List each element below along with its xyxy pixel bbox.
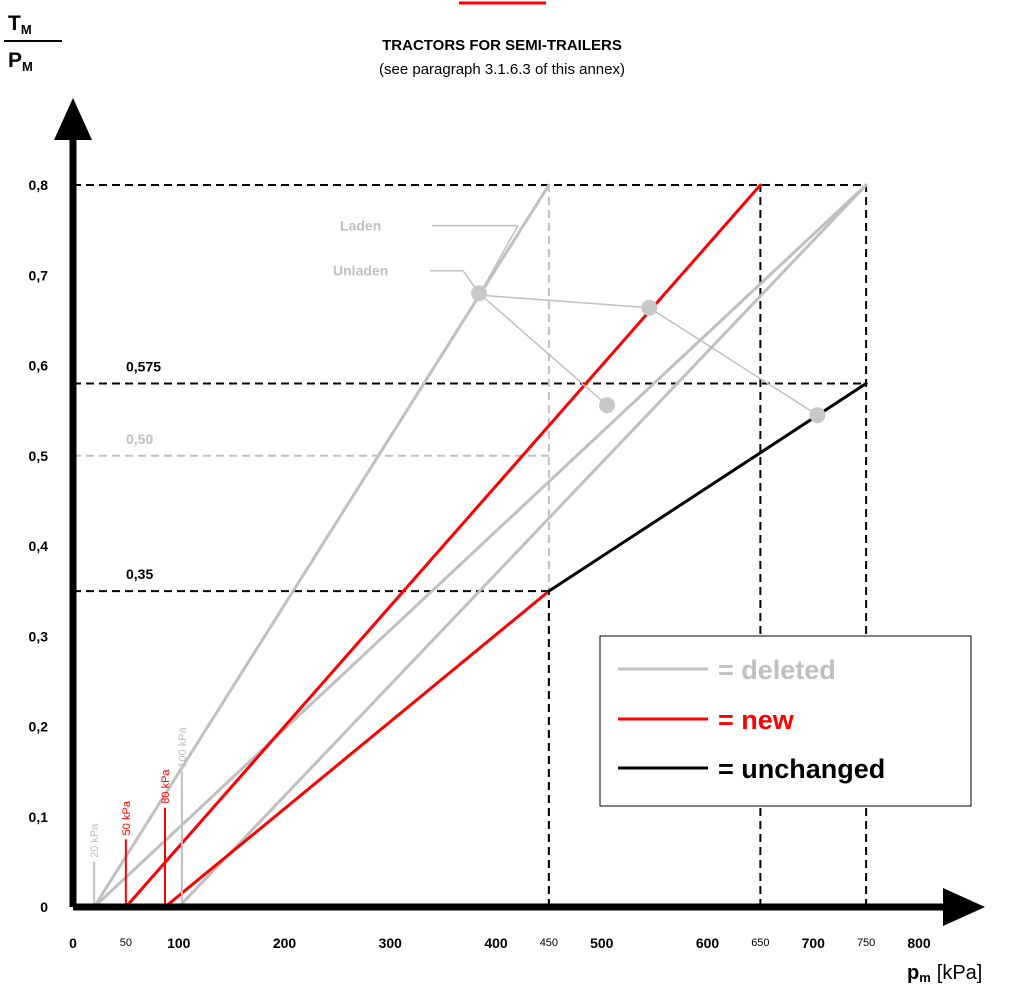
- pressure-label-3: 100 kPa: [177, 726, 189, 767]
- curve-callout-0-0: [478, 225, 519, 296]
- curve-marker-0: [471, 285, 488, 302]
- y-axis-arrow: [54, 98, 92, 140]
- curve-markers: [471, 285, 826, 424]
- x-tick-label-300: 300: [379, 935, 403, 951]
- curve-marker-3: [809, 407, 826, 424]
- y-label-numerator-sub: M: [21, 22, 32, 37]
- y-label-denominator: PM: [8, 49, 33, 74]
- y-tick-label-6: 0,6: [29, 358, 49, 374]
- x-tick-label-400: 400: [484, 935, 508, 951]
- y-tick-label-1: 0,1: [29, 809, 49, 825]
- series-line-deleted-2: [177, 183, 868, 909]
- x-label-unit: [kPa]: [937, 962, 983, 984]
- legend: = deleted = new = unchanged: [599, 635, 972, 807]
- tick-labels: 0 50 100 200 300 400 450 500 600 650 700 750 800 0 0,1…: [29, 177, 931, 951]
- x-label-main: p: [907, 962, 919, 984]
- reference-label-2: 0,50: [126, 431, 153, 447]
- x-label-sub: m: [919, 970, 931, 985]
- curve-callout-0-1: [479, 294, 650, 309]
- legend-label-new: = new: [718, 705, 795, 735]
- y-label-denominator-main: P: [8, 49, 22, 72]
- y-label-denominator-sub: M: [22, 59, 33, 74]
- x-tick-label-750: 750: [857, 937, 875, 949]
- curve-callout-1-1: [478, 292, 608, 406]
- y-label-numerator: TM: [8, 12, 32, 37]
- axes: [54, 98, 985, 926]
- x-tick-label-50: 50: [120, 937, 132, 949]
- series-line-deleted-1: [92, 183, 868, 909]
- curve-label-unladen: Unladen: [333, 263, 388, 279]
- legend-label-deleted: = deleted: [718, 655, 836, 685]
- x-tick-label-0: 0: [69, 935, 77, 951]
- legend-label-unchanged: = unchanged: [718, 754, 885, 784]
- series-line-new-4: [163, 589, 551, 909]
- reference-label-3: 0,35: [126, 566, 153, 582]
- x-tick-label-450: 450: [540, 937, 558, 949]
- x-tick-label-100: 100: [167, 935, 191, 951]
- y-label-numerator-main: T: [8, 12, 21, 35]
- pressure-label-0: 20 kPa: [89, 823, 101, 858]
- legend-box: [599, 635, 972, 807]
- x-tick-label-500: 500: [590, 935, 614, 951]
- y-tick-label-7: 0,7: [29, 267, 49, 283]
- x-tick-label-700: 700: [802, 935, 826, 951]
- curve-marker-2: [599, 397, 616, 414]
- y-tick-label-5: 0,5: [29, 448, 49, 464]
- pressure-label-1: 50 kPa: [121, 800, 133, 835]
- x-tick-label-650: 650: [751, 937, 769, 949]
- y-tick-label-4: 0,4: [29, 538, 49, 554]
- pressure-markers: 20 kPa 50 kPa 80 kPa 100 kPa: [89, 726, 189, 907]
- x-tick-label-600: 600: [696, 935, 720, 951]
- curve-marker-1: [641, 299, 658, 316]
- chart-subtitle: (see paragraph 3.1.6.3 of this annex): [379, 61, 625, 78]
- reference-label-1: 0,575: [126, 359, 161, 375]
- y-tick-label-0: 0: [40, 899, 48, 915]
- x-axis-label: pm [kPa]: [907, 962, 982, 985]
- series-lines: [92, 183, 868, 909]
- x-tick-label-800: 800: [907, 935, 931, 951]
- series-line-deleted-0: [92, 183, 551, 909]
- curve-callout-0-2: [648, 307, 818, 416]
- y-tick-label-2: 0,2: [29, 719, 49, 735]
- x-tick-label-200: 200: [273, 935, 297, 951]
- y-tick-label-8: 0,8: [29, 177, 49, 193]
- y-tick-label-3: 0,3: [29, 628, 49, 644]
- pressure-label-2: 80 kPa: [160, 769, 172, 804]
- chart-title: TRACTORS FOR SEMI-TRAILERS: [382, 37, 622, 54]
- curve-label-laden: Laden: [340, 218, 381, 234]
- x-axis-arrow: [943, 888, 985, 926]
- curve-callouts: Laden Unladen: [333, 218, 818, 416]
